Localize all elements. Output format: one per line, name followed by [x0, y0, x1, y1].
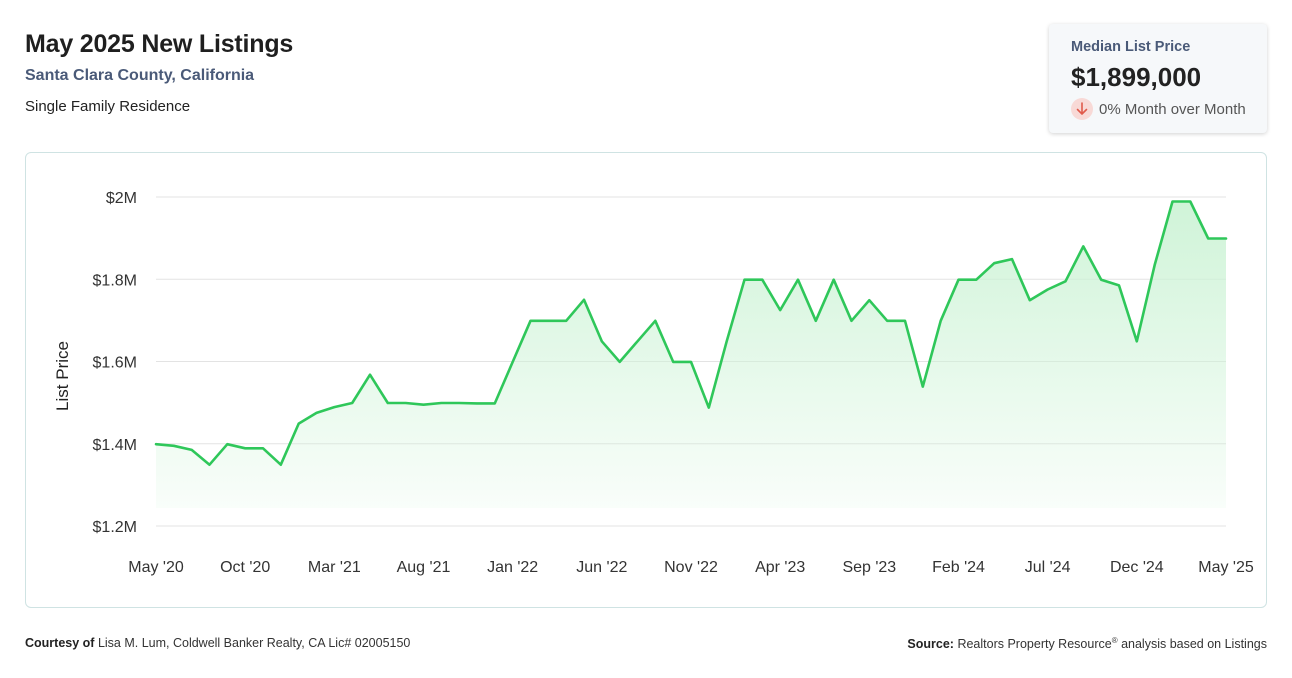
y-tick-label: $2M: [106, 190, 137, 207]
x-tick-label: Jun '22: [576, 559, 627, 576]
courtesy-footer: Courtesy of Lisa M. Lum, Coldwell Banker…: [25, 636, 410, 650]
courtesy-text: Lisa M. Lum, Coldwell Banker Realty, CA …: [97, 636, 411, 650]
y-tick-label: $1.2M: [93, 519, 137, 536]
x-tick-label: Dec '24: [1110, 559, 1164, 576]
median-list-price-card: Median List Price $1,899,000 0% Month ov…: [1049, 24, 1267, 133]
source-footer: Source: Realtors Property Resource® anal…: [907, 636, 1267, 651]
x-tick-label: Aug '21: [397, 559, 451, 576]
source-text-a: Realtors Property Resource: [957, 637, 1112, 652]
source-text-b: analysis based on Listings: [1117, 637, 1267, 652]
location-subtitle: Santa Clara County, California: [25, 67, 255, 84]
x-tick-label: Nov '22: [664, 559, 718, 576]
kpi-label: Median List Price: [1071, 39, 1191, 55]
series-line: [154, 200, 1228, 466]
page-title: May 2025 New Listings: [25, 30, 294, 58]
x-tick-label: Sep '23: [842, 559, 896, 576]
property-type-label: Single Family Residence: [25, 98, 191, 115]
y-tick-label: $1.4M: [93, 437, 137, 454]
kpi-change-text: 0% Month over Month: [1099, 100, 1246, 118]
y-tick-label: $1.6M: [93, 355, 137, 372]
x-tick-label: Mar '21: [308, 559, 361, 576]
x-tick-label: Apr '23: [755, 559, 805, 576]
x-tick-label: May '25: [1198, 559, 1254, 576]
chart-panel: $1.2M $1.4M $1.6M $1.8M $2M May '20 Oct '20 Ma…: [25, 152, 1267, 608]
arrow-down-icon: [1071, 98, 1093, 120]
x-tick-label: Jul '24: [1025, 559, 1071, 576]
kpi-value: $1,899,000: [1071, 62, 1202, 92]
registered-mark: ®: [1111, 636, 1118, 645]
area-fill: [156, 201, 1226, 508]
list-price-chart: $1.2M $1.4M $1.6M $1.8M $2M May '20 Oct '20 Ma…: [53, 190, 1254, 576]
kpi-change: 0% Month over Month: [1071, 98, 1246, 120]
courtesy-label: Courtesy of: [25, 636, 95, 650]
x-tick-label: May '20: [128, 559, 184, 576]
source-label: Source:: [907, 637, 954, 652]
x-tick-label: Oct '20: [220, 559, 270, 576]
x-tick-label: Jan '22: [487, 559, 538, 576]
y-tick-label: $1.8M: [93, 272, 137, 289]
x-tick-label: Feb '24: [932, 559, 985, 576]
y-axis-label: List Price: [53, 341, 72, 411]
